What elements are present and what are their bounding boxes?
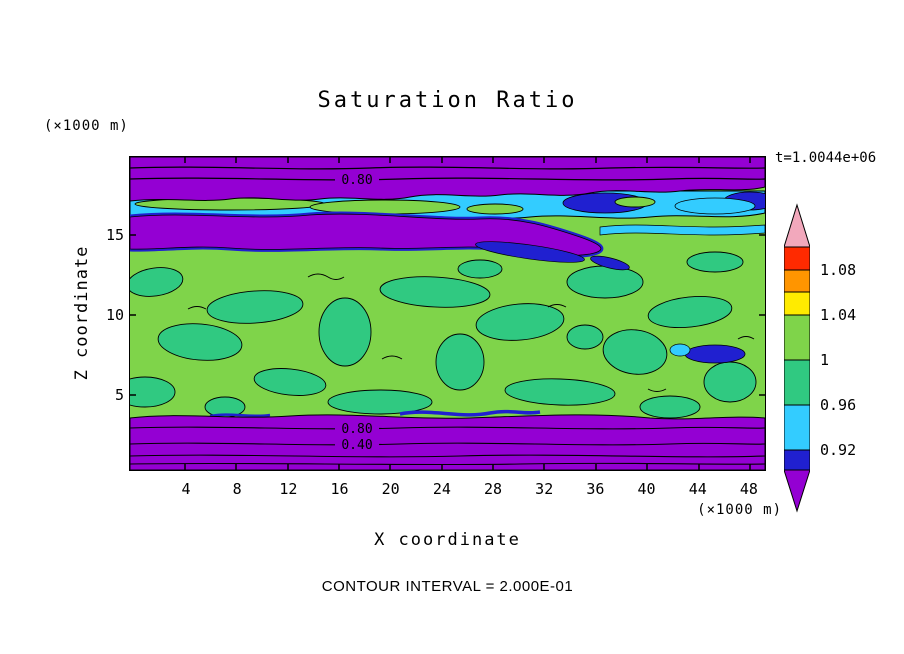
top-contour-label-bg (335, 172, 379, 186)
x-tick: 4 (181, 480, 191, 498)
time-label: t=1.0044e+06 (775, 150, 877, 166)
bottom-contour-label-bg-2 (335, 437, 379, 451)
colorbar-seg-green-medium (784, 359, 810, 406)
plot-area: 0.80 (129, 156, 766, 471)
supersaturation-patches (130, 251, 757, 419)
x-tick: 28 (484, 480, 503, 498)
colorbar-seg-darkblue (784, 449, 810, 471)
colorbar-label-092: 0.92 (820, 441, 857, 459)
x-tick: 24 (432, 480, 451, 498)
page-title: Saturation Ratio (317, 88, 578, 113)
bottom-contour-label-040: 0.40 (341, 438, 372, 453)
moist-band-green-blobs (134, 196, 656, 215)
colorbar-seg-cyan (784, 404, 810, 451)
colorbar-seg-red (784, 246, 810, 271)
colorbar-seg-yellow (784, 291, 810, 316)
region-dry-bottom (130, 414, 765, 470)
colorbar-arrow-bottom (784, 469, 810, 513)
bottom-contour-label-bg-1 (335, 421, 379, 435)
streak-darkblue-diagonal (475, 241, 630, 271)
axis-tick-marks (130, 157, 765, 470)
x-tick: 44 (688, 480, 707, 498)
x-axis-unit: (×1000 m) (697, 502, 782, 518)
field-darkblue-blob (684, 344, 746, 364)
y-tick-5: 5 (114, 386, 124, 404)
streak-cyan-right (599, 224, 765, 236)
y-axis-unit: (×1000 m) (44, 118, 129, 134)
bottom-contour-lines (130, 426, 765, 466)
x-axis-label: X coordinate (374, 530, 521, 550)
x-tick: 12 (279, 480, 298, 498)
bottom-contour-label-080: 0.80 (341, 422, 372, 437)
y-tick-15: 15 (105, 226, 124, 244)
x-tick: 32 (535, 480, 554, 498)
minor-contour-squiggles (187, 273, 755, 392)
contour-interval-caption: CONTOUR INTERVAL = 2.000E-01 (321, 578, 574, 595)
colorbar-label-108: 1.08 (820, 261, 857, 279)
colorbar-label-104: 1.04 (820, 306, 857, 324)
x-axis-ticks: 4 8 12 16 20 24 28 32 36 40 44 48 (165, 480, 770, 498)
x-tick: 20 (381, 480, 400, 498)
x-tick: 16 (330, 480, 349, 498)
field-cyan-dot (669, 343, 691, 357)
x-tick: 8 (232, 480, 242, 498)
moist-band-cyan-patch (674, 197, 756, 215)
colorbar-label-096: 0.96 (820, 396, 857, 414)
colorbar-seg-green-light (784, 314, 810, 361)
x-tick: 36 (586, 480, 605, 498)
y-tick-10: 10 (105, 306, 124, 324)
colorbar-arrow-top (784, 203, 810, 248)
colorbar (784, 203, 810, 513)
colorbar-label-100: 1 (820, 351, 830, 369)
contour-plot: 0.80 (130, 157, 765, 470)
top-contour-lines (130, 166, 765, 181)
top-contour-label: 0.80 (341, 173, 372, 188)
x-tick: 48 (739, 480, 758, 498)
colorbar-seg-orange (784, 269, 810, 293)
bottom-darkblue-wiggles (209, 409, 541, 418)
x-tick: 40 (637, 480, 656, 498)
